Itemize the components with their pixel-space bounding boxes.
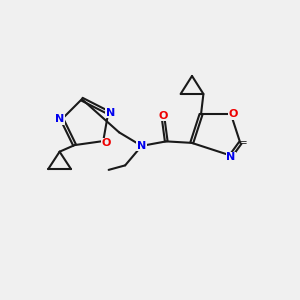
Text: N: N: [106, 108, 115, 118]
Text: N: N: [137, 141, 146, 151]
Text: O: O: [101, 139, 111, 148]
Text: O: O: [228, 110, 238, 119]
Text: =: =: [239, 138, 248, 148]
Text: N: N: [226, 152, 236, 162]
Text: O: O: [159, 111, 168, 121]
Text: N: N: [55, 114, 64, 124]
